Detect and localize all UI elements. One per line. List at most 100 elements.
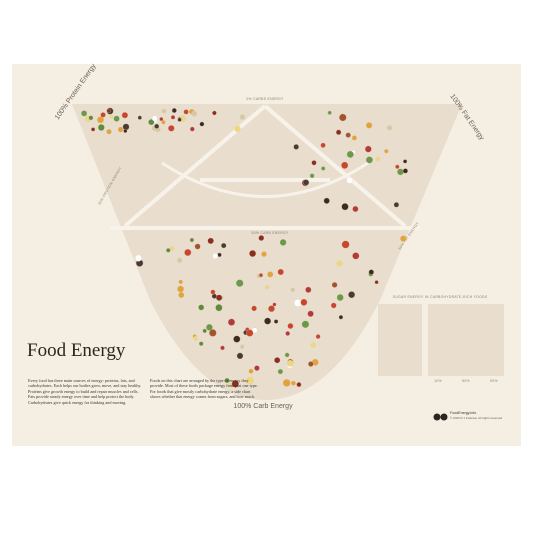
food-icon xyxy=(106,129,112,135)
food-icon xyxy=(290,287,295,292)
food-icon xyxy=(267,271,274,278)
food-icon xyxy=(178,279,183,285)
food-icon xyxy=(308,361,314,367)
food-icon xyxy=(303,179,310,186)
food-icon xyxy=(227,318,236,326)
food-icon xyxy=(217,252,222,258)
food-icon xyxy=(339,113,347,122)
food-icon xyxy=(209,329,217,337)
food-icon xyxy=(251,305,257,312)
food-icon xyxy=(97,116,104,124)
corner-carb: 100% Carb Energy xyxy=(233,403,293,410)
food-icon xyxy=(320,142,326,148)
food-icon xyxy=(282,379,291,387)
food-icon xyxy=(178,292,185,298)
food-icon xyxy=(148,119,155,126)
food-icon xyxy=(166,248,171,253)
inset-axis-label: 50% xyxy=(462,379,470,383)
food-icon xyxy=(296,382,302,388)
food-icon xyxy=(301,320,310,329)
food-icon xyxy=(97,124,105,131)
food-icon xyxy=(184,248,192,257)
food-icon xyxy=(346,150,354,158)
food-icon xyxy=(348,291,356,299)
food-icon xyxy=(352,252,360,260)
food-icon xyxy=(364,145,372,153)
food-icon xyxy=(248,368,254,374)
food-icon xyxy=(310,342,316,348)
food-icon xyxy=(351,135,357,141)
food-icon xyxy=(365,122,373,129)
food-icon xyxy=(202,328,207,334)
food-icon xyxy=(387,125,393,131)
food-icon xyxy=(239,114,246,120)
food-icon xyxy=(403,159,408,164)
scale-label: 0% CARBS ENERGY xyxy=(246,97,284,101)
food-icon xyxy=(215,294,223,301)
food-icon xyxy=(285,331,291,336)
food-icon xyxy=(189,126,195,132)
food-icon xyxy=(330,302,337,309)
food-icon xyxy=(161,120,166,125)
food-icon xyxy=(352,205,359,213)
food-icon xyxy=(137,115,142,120)
food-icon xyxy=(151,115,158,122)
food-icon xyxy=(224,377,230,384)
food-icon xyxy=(236,352,244,360)
food-icon xyxy=(113,115,120,122)
food-icon xyxy=(397,168,404,176)
food-icon xyxy=(286,359,294,367)
food-icon xyxy=(323,197,330,204)
food-icon xyxy=(199,121,205,127)
food-icon xyxy=(246,329,254,337)
food-icon xyxy=(254,365,260,371)
paragraph: Foods on this chart are arranged by the … xyxy=(150,378,258,400)
food-icon xyxy=(375,156,381,162)
food-icon xyxy=(400,235,407,242)
food-icon xyxy=(393,202,400,208)
food-icon xyxy=(261,251,267,257)
food-icon xyxy=(341,240,350,249)
divider-lines xyxy=(110,104,420,230)
food-icon xyxy=(206,323,213,331)
food-icon xyxy=(240,344,245,349)
inset-axis-label: 10% xyxy=(434,379,442,383)
food-icon xyxy=(183,109,189,115)
food-icon xyxy=(311,160,317,166)
food-icon xyxy=(341,161,349,169)
food-icon xyxy=(191,110,198,117)
food-icon xyxy=(220,345,225,351)
food-icon xyxy=(336,260,343,267)
food-icon xyxy=(233,335,241,343)
food-icon xyxy=(309,173,315,179)
food-icon xyxy=(194,243,201,250)
footer-site: FoodEnergy.Info xyxy=(450,411,476,415)
food-icon xyxy=(284,352,290,358)
food-icon xyxy=(374,280,379,285)
food-icon xyxy=(171,108,177,113)
food-icon xyxy=(395,164,400,169)
food-icon xyxy=(300,298,308,306)
scale-label: 50% CARB ENERGY xyxy=(252,231,289,235)
poster-title: Food Energy xyxy=(27,340,126,361)
food-icon xyxy=(272,302,277,307)
food-icon xyxy=(88,115,94,121)
food-icon xyxy=(258,235,265,241)
food-icon xyxy=(170,115,176,120)
food-icon xyxy=(338,315,344,320)
inset-title: SUGAR ENERGY IN CARBOHYDRATE-RICH FOODS xyxy=(393,295,488,299)
food-icon xyxy=(212,253,219,259)
food-icon xyxy=(235,279,244,287)
food-icon xyxy=(368,269,374,275)
food-icon xyxy=(264,317,272,325)
logo xyxy=(433,413,441,421)
food-icon xyxy=(365,156,373,164)
food-icon xyxy=(189,237,195,243)
food-icon xyxy=(345,132,351,138)
food-icon xyxy=(273,319,279,324)
food-icon xyxy=(287,323,294,329)
food-icon xyxy=(258,273,264,278)
food-icon xyxy=(177,257,183,263)
inset-panel xyxy=(378,304,422,376)
food-icon xyxy=(109,114,114,119)
